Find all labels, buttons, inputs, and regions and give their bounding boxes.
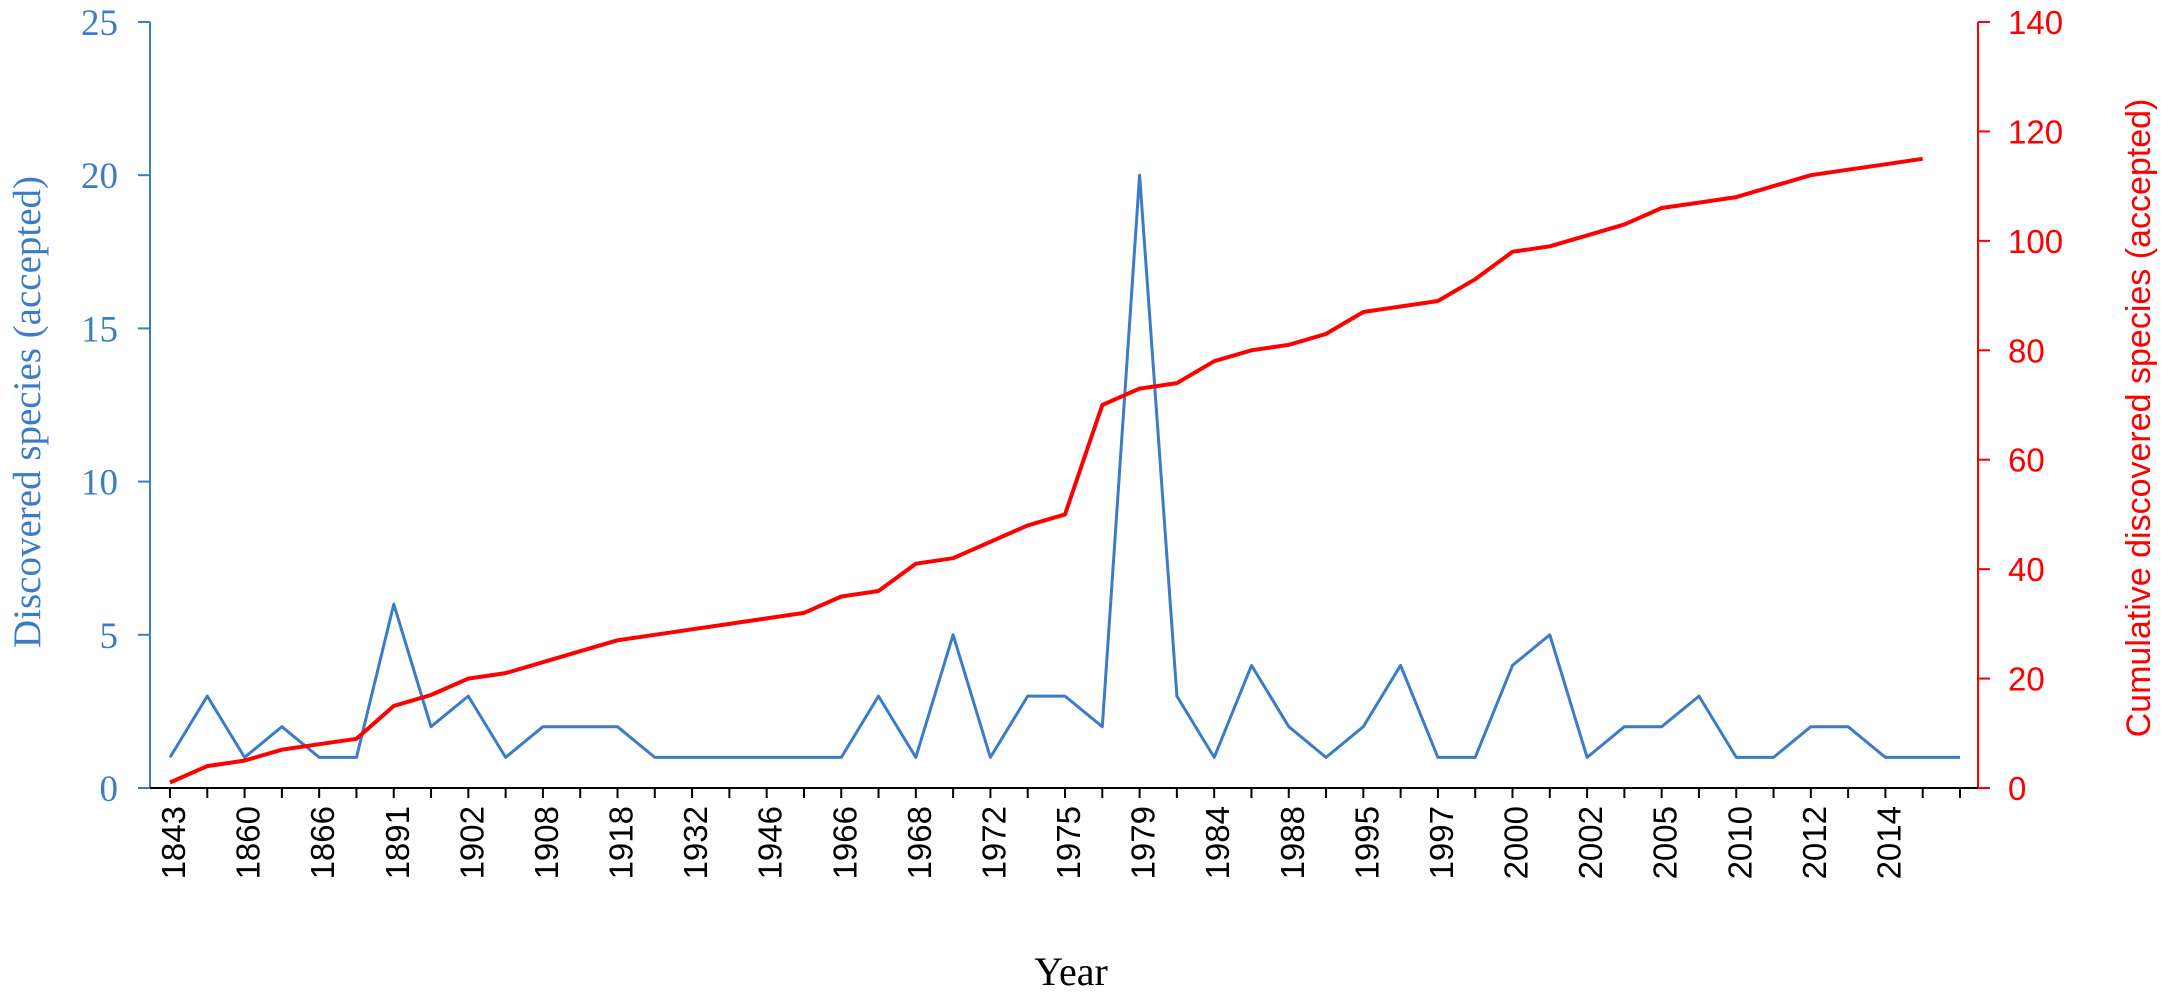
x-tick-label: 1866 [304, 806, 341, 879]
y-tick-label-right: 140 [2008, 4, 2063, 41]
cumulative-species-line [169, 156, 1923, 785]
discovered-species-line [168, 173, 1960, 759]
x-tick-label: 1997 [1423, 806, 1460, 879]
x-tick-label: 1975 [1050, 806, 1087, 879]
x-tick-label-group: 1979 [1125, 806, 1162, 879]
x-tick-label: 1995 [1348, 806, 1385, 879]
y-tick-label-right: 120 [2008, 113, 2063, 150]
x-tick-label-group: 1946 [752, 806, 789, 879]
x-tick-label-group: 2012 [1796, 806, 1833, 879]
x-tick-label-group: 1966 [826, 806, 863, 879]
x-tick-label: 1908 [528, 806, 565, 879]
series-lines [168, 156, 1960, 785]
x-tick-label-group: 1908 [528, 806, 565, 879]
y-tick-label-right: 80 [2008, 332, 2045, 369]
x-tick-label-group: 1972 [975, 806, 1012, 879]
x-tick-label: 1988 [1274, 806, 1311, 879]
x-tick-label-group: 1988 [1274, 806, 1311, 879]
x-tick-label-group: 2010 [1721, 806, 1758, 879]
y-tick-label-left: 25 [81, 3, 118, 44]
axes [138, 21, 1990, 798]
x-tick-label-group: 2002 [1572, 806, 1609, 879]
y-tick-label-right: 40 [2008, 551, 2045, 588]
x-tick-label: 1843 [155, 806, 192, 879]
y-axis-label-left: Discovered species (accepted) [6, 176, 49, 648]
x-tick-label-group: 2005 [1647, 806, 1684, 879]
y-tick-label-right: 20 [2008, 661, 2045, 698]
y-tick-label-left: 5 [100, 616, 119, 657]
x-tick-label: 2012 [1796, 806, 1833, 879]
x-tick-label-group: 1997 [1423, 806, 1460, 879]
y-tick-label-left: 0 [100, 769, 119, 810]
x-tick-label-group: 1975 [1050, 806, 1087, 879]
y-tick-label-right: 100 [2008, 223, 2063, 260]
x-tick-label: 1918 [603, 806, 640, 879]
x-tick-label-group: 1995 [1348, 806, 1385, 879]
x-tick-label: 2014 [1870, 806, 1907, 879]
x-tick-label-group: 2014 [1870, 806, 1907, 879]
x-tick-label: 1946 [752, 806, 789, 879]
x-tick-label: 1932 [677, 806, 714, 879]
x-tick-label: 1966 [826, 806, 863, 879]
tick-labels: 0 5 10 15 20 25 0 20 40 60 80 100 120 140 1843 1860 1866… [81, 3, 2063, 879]
y-tick-label-left: 20 [81, 156, 118, 197]
x-tick-label: 1891 [379, 806, 416, 879]
x-tick-label-group: 1918 [603, 806, 640, 879]
x-tick-label-group: 1984 [1199, 806, 1236, 879]
x-tick-label-group: 1843 [155, 806, 192, 879]
x-tick-label: 1984 [1199, 806, 1236, 879]
x-tick-label: 2005 [1647, 806, 1684, 879]
x-tick-label: 1979 [1125, 806, 1162, 879]
y-axis-label-right: Cumulative discovered species (accepted) [2120, 99, 2158, 738]
x-tick-label-group: 2000 [1498, 806, 1535, 879]
x-tick-label-group: 1932 [677, 806, 714, 879]
x-tick-label: 1860 [230, 806, 267, 879]
x-tick-label: 1972 [975, 806, 1012, 879]
x-tick-label: 1968 [901, 806, 938, 879]
x-tick-label: 2000 [1498, 806, 1535, 879]
y-tick-label-left: 10 [81, 463, 118, 504]
x-tick-label-group: 1860 [230, 806, 267, 879]
y-tick-label-right: 60 [2008, 442, 2045, 479]
x-tick-label-group: 1968 [901, 806, 938, 879]
x-tick-label: 2010 [1721, 806, 1758, 879]
x-tick-label: 1902 [453, 806, 490, 879]
x-tick-label-group: 1891 [379, 806, 416, 879]
x-tick-label-group: 1866 [304, 806, 341, 879]
x-tick-label: 2002 [1572, 806, 1609, 879]
y-tick-label-left: 15 [81, 309, 118, 350]
x-axis-label: Year [1034, 949, 1108, 994]
x-tick-label-group: 1902 [453, 806, 490, 879]
y-tick-label-right: 0 [2008, 770, 2026, 807]
